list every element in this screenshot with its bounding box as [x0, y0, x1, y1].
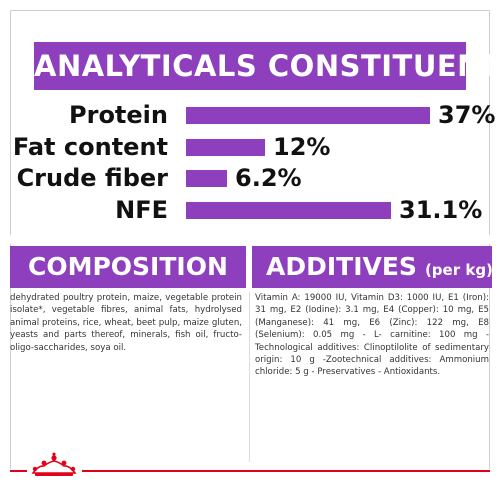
footer-line-left [10, 470, 27, 472]
details-frame [10, 244, 490, 469]
nutrient-value: 12% [273, 133, 331, 161]
nutrient-value: 6.2% [235, 164, 302, 192]
nutrient-value: 37% [438, 101, 496, 129]
composition-text: dehydrated poultry protein, maize, veget… [10, 293, 242, 353]
nutrient-label: NFE [115, 196, 168, 224]
analytics-frame [10, 10, 490, 235]
crown-icon [31, 452, 77, 476]
nutrient-value: 31.1% [399, 196, 483, 224]
nutrient-label: Fat content [12, 133, 168, 161]
nutrient-label: Crude fiber [16, 164, 168, 192]
nutrient-bar [186, 139, 265, 156]
analytics-title: ANALYTICALS CONSTITUENTS [34, 42, 500, 90]
nutrient-bar [186, 202, 391, 219]
nutrient-bar [186, 170, 227, 187]
composition-title: COMPOSITION [10, 246, 246, 288]
nutrient-bar [186, 107, 430, 124]
additives-text: Vitamin A: 19000 IU, Vitamin D3: 1000 IU… [255, 293, 489, 378]
nutrient-label: Protein [69, 101, 168, 129]
additives-title: ADDITIVES [266, 252, 417, 281]
additives-subtitle: (per kg) [424, 261, 493, 279]
additives-header: ADDITIVES (per kg) [252, 246, 493, 288]
column-divider [249, 292, 250, 462]
footer-line-right [82, 470, 490, 472]
